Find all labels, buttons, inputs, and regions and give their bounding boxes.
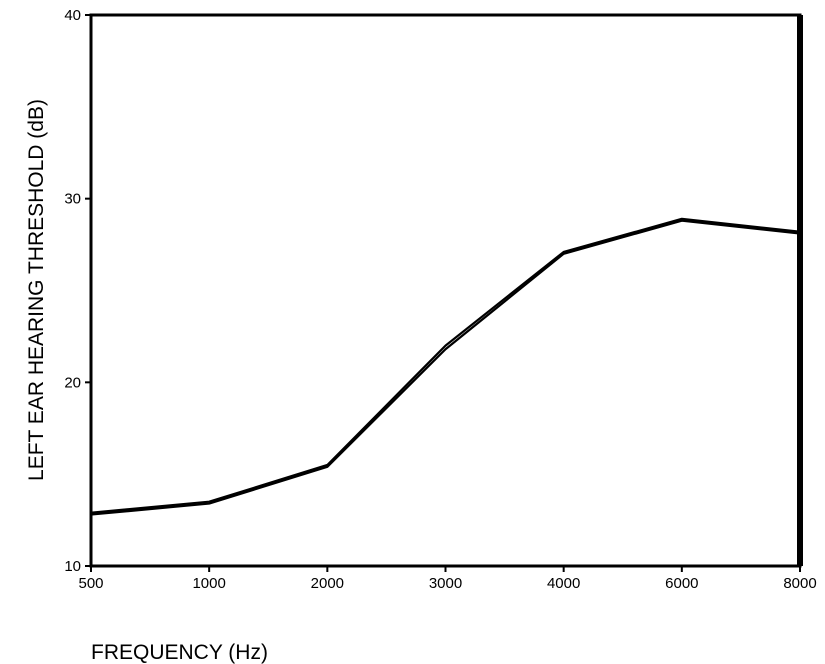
x-tick-label: 2000 <box>311 575 344 592</box>
x-tick-label: 3000 <box>429 575 462 592</box>
y-tick-label: 20 <box>64 374 81 391</box>
y-tick-label: 10 <box>64 558 81 575</box>
plot-frame <box>89 13 802 568</box>
x-tick-label: 1000 <box>192 575 225 592</box>
x-tick-label: 500 <box>78 575 103 592</box>
x-axis-title: FREQUENCY (Hz) <box>91 641 268 664</box>
x-axis-ticks: 500 1000 2000 3000 4000 6000 8000 <box>78 566 817 592</box>
x-tick-label: 6000 <box>665 575 698 592</box>
x-tick-label: 8000 <box>783 575 816 592</box>
x-tick-label: 4000 <box>547 575 580 592</box>
series-line-1 <box>90 217 801 514</box>
y-axis-ticks: 10 20 30 40 <box>64 7 91 575</box>
series-line-2 <box>90 219 801 516</box>
y-axis-title: LEFT EAR HEARING THRESHOLD (dB) <box>25 99 48 481</box>
y-tick-label: 30 <box>64 191 81 208</box>
series-layer <box>90 217 801 516</box>
y-tick-label: 40 <box>64 7 81 24</box>
